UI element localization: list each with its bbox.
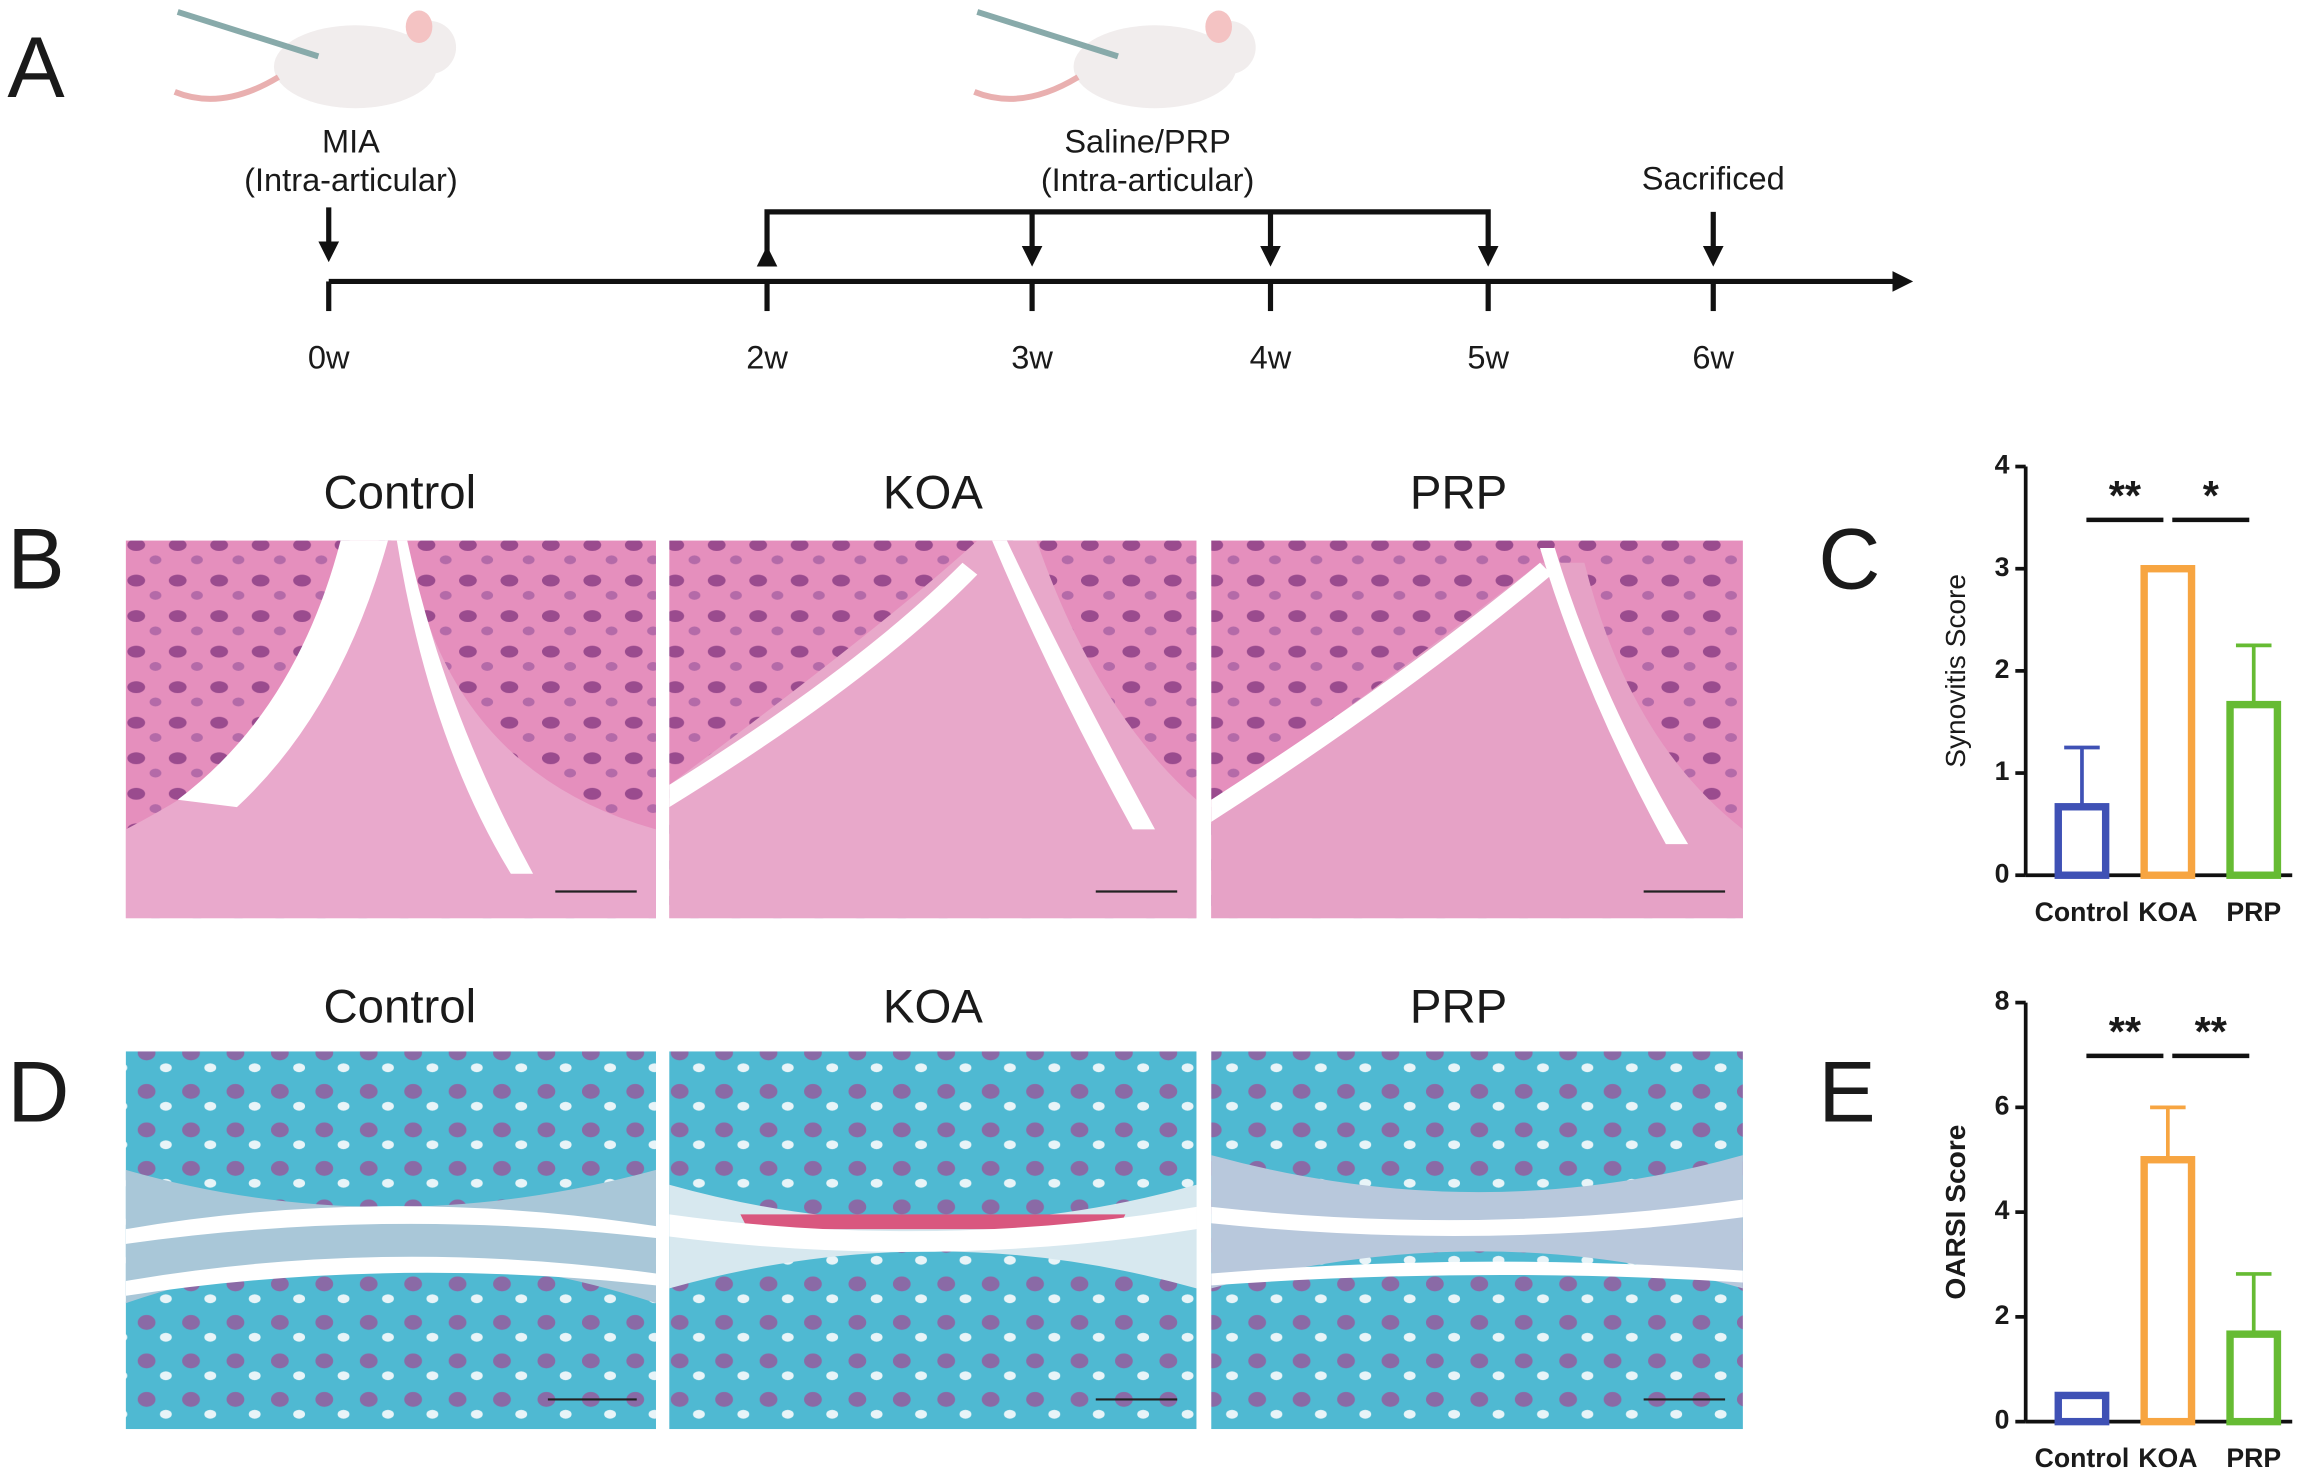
significance-label: ** bbox=[2109, 1008, 2142, 1055]
time-label: 5w bbox=[1467, 340, 1509, 376]
group-label: KOA bbox=[883, 980, 983, 1033]
bar bbox=[2226, 1330, 2282, 1426]
y-tick-label: 8 bbox=[1995, 986, 2010, 1016]
time-label: 6w bbox=[1692, 340, 1734, 376]
x-tick-label: KOA bbox=[2138, 1443, 2197, 1473]
histology-image bbox=[669, 540, 1197, 919]
group-label: Control bbox=[323, 980, 476, 1033]
histology-image bbox=[1211, 1051, 1743, 1430]
y-tick-label: 4 bbox=[1995, 450, 2010, 480]
significance-label: ** bbox=[2195, 1008, 2228, 1055]
group-label: KOA bbox=[883, 467, 983, 520]
x-tick-label: Control bbox=[2035, 1443, 2130, 1473]
event-sub: (Intra-articular) bbox=[244, 162, 458, 198]
x-tick-label: KOA bbox=[2138, 897, 2197, 927]
event-label: Sacrificed bbox=[1642, 160, 1785, 196]
bar bbox=[2054, 1391, 2110, 1426]
mouse-icon bbox=[173, 9, 457, 109]
group-label: PRP bbox=[1410, 980, 1507, 1033]
y-tick-label: 0 bbox=[1995, 858, 2010, 888]
y-tick-label: 0 bbox=[1995, 1405, 2010, 1435]
event-label: MIA bbox=[322, 123, 380, 159]
y-tick-label: 2 bbox=[1995, 1300, 2010, 1330]
time-label: 3w bbox=[1011, 340, 1053, 376]
histology-image bbox=[125, 540, 656, 919]
panel-letter: C bbox=[1818, 511, 1880, 607]
y-tick-label: 4 bbox=[1995, 1195, 2010, 1225]
panel-letter: D bbox=[7, 1045, 69, 1141]
event-label: Saline/PRP bbox=[1064, 123, 1231, 159]
time-label: 2w bbox=[746, 340, 788, 376]
x-tick-label: Control bbox=[2035, 897, 2130, 927]
histology-image bbox=[669, 1051, 1197, 1430]
bar bbox=[2140, 565, 2196, 879]
histology-image bbox=[125, 1051, 656, 1430]
significance-label: ** bbox=[2109, 472, 2142, 519]
x-tick-label: PRP bbox=[2226, 1443, 2281, 1473]
panel-letter: E bbox=[1818, 1045, 1875, 1141]
bar bbox=[2226, 700, 2282, 879]
mouse-icon bbox=[973, 9, 1256, 109]
y-tick-label: 6 bbox=[1995, 1090, 2010, 1120]
y-axis-label: Synovitis Score bbox=[1940, 574, 1971, 768]
group-label: Control bbox=[323, 467, 476, 520]
y-tick-label: 2 bbox=[1995, 654, 2010, 684]
group-label: PRP bbox=[1410, 467, 1507, 520]
panel-letter: A bbox=[7, 20, 65, 116]
time-label: 0w bbox=[308, 340, 350, 376]
event-sub: (Intra-articular) bbox=[1041, 162, 1255, 198]
x-tick-label: PRP bbox=[2226, 897, 2281, 927]
significance-label: * bbox=[2203, 472, 2220, 519]
timeline bbox=[318, 207, 1914, 312]
y-axis-label: OARSI Score bbox=[1940, 1125, 1971, 1300]
y-tick-label: 1 bbox=[1995, 756, 2010, 786]
bar bbox=[2054, 803, 2110, 879]
panel-letter: B bbox=[7, 511, 64, 607]
histology-image bbox=[1211, 540, 1743, 919]
y-tick-label: 3 bbox=[1995, 552, 2010, 582]
time-label: 4w bbox=[1250, 340, 1292, 376]
bar bbox=[2140, 1156, 2196, 1426]
